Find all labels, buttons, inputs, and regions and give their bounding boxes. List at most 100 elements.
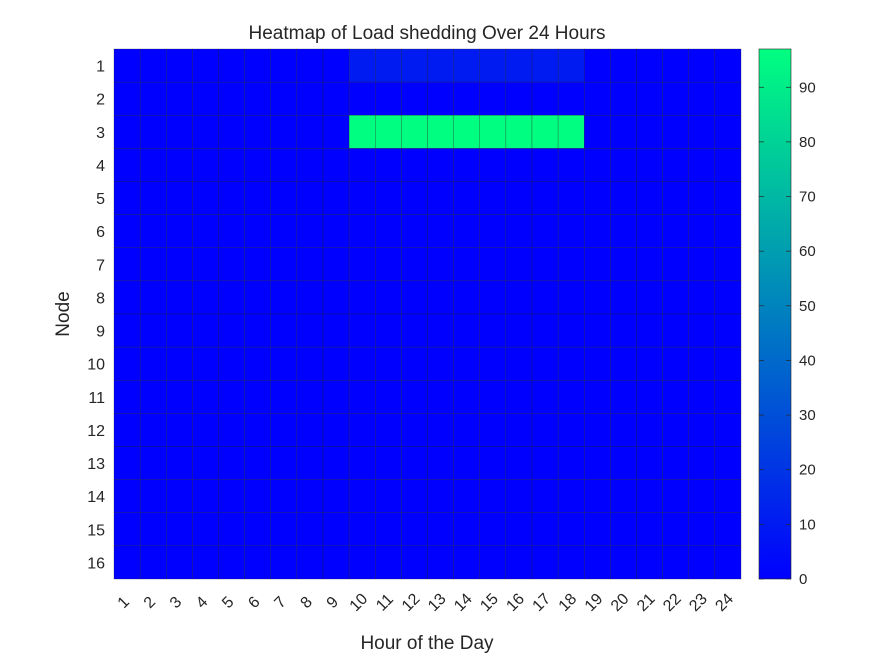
heatmap-cell-node-7-hour-17 — [531, 247, 559, 282]
heatmap-cell-node-3-hour-24 — [714, 115, 742, 149]
heatmap-cell-node-12-hour-22 — [662, 413, 690, 447]
heatmap-cell-node-3-hour-9 — [322, 115, 350, 149]
heatmap-cell-node-13-hour-16 — [505, 446, 533, 480]
heatmap-cell-node-9-hour-1 — [113, 313, 141, 348]
heatmap-cell-node-12-hour-18 — [557, 413, 585, 447]
heatmap-cell-node-12-hour-13 — [427, 413, 454, 447]
heatmap-cell-node-15-hour-13 — [427, 512, 454, 547]
heatmap-cell-node-11-hour-17 — [531, 380, 559, 414]
heatmap-cell-node-6-hour-24 — [714, 214, 742, 249]
heatmap-cell-node-9-hour-22 — [662, 313, 690, 348]
heatmap-cell-node-5-hour-12 — [401, 181, 428, 215]
heatmap-cell-node-6-hour-17 — [531, 214, 559, 249]
heatmap-cell-node-3-hour-22 — [662, 115, 690, 149]
heatmap-cell-node-5-hour-15 — [479, 181, 507, 215]
heatmap-cell-node-7-hour-24 — [714, 247, 742, 282]
heatmap-cell-node-8-hour-18 — [557, 280, 585, 315]
y-tick-label: 4 — [96, 158, 105, 175]
heatmap-cell-node-12-hour-24 — [714, 413, 742, 447]
y-tick-label: 13 — [87, 456, 105, 473]
heatmap-cell-node-13-hour-10 — [348, 446, 376, 480]
colorbar-tick-label: 60 — [799, 243, 816, 260]
x-tick-label: 17 — [530, 590, 555, 615]
heatmap-cell-node-13-hour-11 — [375, 446, 402, 480]
heatmap-cell-node-15-hour-4 — [192, 512, 219, 547]
heatmap-cell-node-2-hour-20 — [610, 81, 637, 116]
heatmap-cell-node-16-hour-3 — [166, 545, 193, 580]
heatmap-cell-node-9-hour-9 — [322, 313, 350, 348]
heatmap-cell-node-14-hour-17 — [531, 479, 559, 514]
heatmap-cell-node-6-hour-10 — [348, 214, 376, 249]
heatmap-cell-node-3-hour-3 — [166, 115, 193, 149]
heatmap-cell-node-2-hour-19 — [584, 81, 611, 116]
heatmap-cell-node-5-hour-18 — [557, 181, 585, 215]
heatmap-cell-node-4-hour-5 — [218, 148, 245, 182]
heatmap-cell-node-10-hour-18 — [557, 346, 585, 381]
heatmap-cell-node-1-hour-20 — [610, 48, 637, 83]
heatmap-cell-node-10-hour-3 — [166, 346, 193, 381]
heatmap-cell-node-1-hour-22 — [662, 48, 690, 83]
y-tick-label: 11 — [88, 390, 105, 407]
heatmap-cell-node-3-hour-15 — [479, 115, 507, 149]
heatmap-cell-node-8-hour-21 — [636, 280, 663, 315]
heatmap-cell-node-8-hour-13 — [427, 280, 454, 315]
heatmap-cell-node-2-hour-12 — [401, 81, 428, 116]
heatmap-cell-node-7-hour-18 — [557, 247, 585, 282]
heatmap-cell-node-7-hour-23 — [688, 247, 716, 282]
heatmap-cell-node-4-hour-13 — [427, 148, 454, 182]
heatmap-cell-node-15-hour-17 — [531, 512, 559, 547]
heatmap-cell-node-6-hour-8 — [296, 214, 324, 249]
colorbar-tick-label: 80 — [799, 134, 816, 151]
heatmap-cell-node-15-hour-24 — [714, 512, 742, 547]
heatmap-cell-node-14-hour-21 — [636, 479, 663, 514]
heatmap-cell-node-2-hour-21 — [636, 81, 663, 116]
x-tick-label: 10 — [347, 590, 372, 615]
heatmap-cell-node-3-hour-10 — [348, 115, 376, 149]
heatmap-cell-node-11-hour-7 — [270, 380, 298, 414]
heatmap-cell-node-7-hour-21 — [636, 247, 663, 282]
heatmap-cell-node-16-hour-23 — [688, 545, 716, 580]
heatmap-cell-node-7-hour-10 — [348, 247, 376, 282]
heatmap-cell-node-8-hour-6 — [244, 280, 272, 315]
y-tick-label: 8 — [96, 290, 105, 307]
heatmap-cell-node-6-hour-22 — [662, 214, 690, 249]
heatmap-cell-node-16-hour-19 — [584, 545, 611, 580]
heatmap-cell-node-2-hour-16 — [505, 81, 533, 116]
heatmap-cell-node-8-hour-22 — [662, 280, 690, 315]
heatmap-cell-node-2-hour-6 — [244, 81, 272, 116]
heatmap-cell-node-9-hour-2 — [139, 313, 167, 348]
heatmap-cell-node-5-hour-17 — [531, 181, 559, 215]
heatmap-cell-node-11-hour-11 — [375, 380, 402, 414]
heatmap-cell-node-3-hour-14 — [453, 115, 481, 149]
heatmap-cell-node-9-hour-3 — [166, 313, 193, 348]
heatmap-cell-node-16-hour-15 — [479, 545, 507, 580]
heatmap-cell-node-1-hour-7 — [270, 48, 298, 83]
heatmap-cell-node-14-hour-18 — [557, 479, 585, 514]
heatmap-cell-node-15-hour-3 — [166, 512, 193, 547]
heatmap-cell-node-6-hour-14 — [453, 214, 481, 249]
heatmap-cell-node-10-hour-20 — [610, 346, 637, 381]
heatmap-cell-node-8-hour-12 — [401, 280, 428, 315]
heatmap-cell-node-9-hour-19 — [584, 313, 611, 348]
heatmap-cell-node-1-hour-23 — [688, 48, 716, 83]
heatmap-cell-node-14-hour-12 — [401, 479, 428, 514]
heatmap-cell-node-2-hour-5 — [218, 81, 245, 116]
heatmap-cell-node-13-hour-1 — [113, 446, 141, 480]
heatmap-cell-node-5-hour-9 — [322, 181, 350, 215]
heatmap-cell-node-1-hour-13 — [427, 48, 454, 83]
heatmap-cell-node-10-hour-8 — [296, 346, 324, 381]
heatmap-cell-node-2-hour-3 — [166, 81, 193, 116]
heatmap-cell-node-11-hour-15 — [479, 380, 507, 414]
heatmap-cell-node-3-hour-17 — [531, 115, 559, 149]
heatmap-cell-node-5-hour-23 — [688, 181, 716, 215]
y-tick-label: 1 — [96, 59, 105, 76]
heatmap-cell-node-5-hour-10 — [348, 181, 376, 215]
heatmap-cell-node-11-hour-4 — [192, 380, 219, 414]
heatmap-cell-node-3-hour-23 — [688, 115, 716, 149]
heatmap-cell-node-12-hour-23 — [688, 413, 716, 447]
heatmap-cell-node-11-hour-22 — [662, 380, 690, 414]
heatmap-cell-node-2-hour-14 — [453, 81, 481, 116]
heatmap-cell-node-15-hour-21 — [636, 512, 663, 547]
y-tick-label: 15 — [87, 522, 105, 539]
